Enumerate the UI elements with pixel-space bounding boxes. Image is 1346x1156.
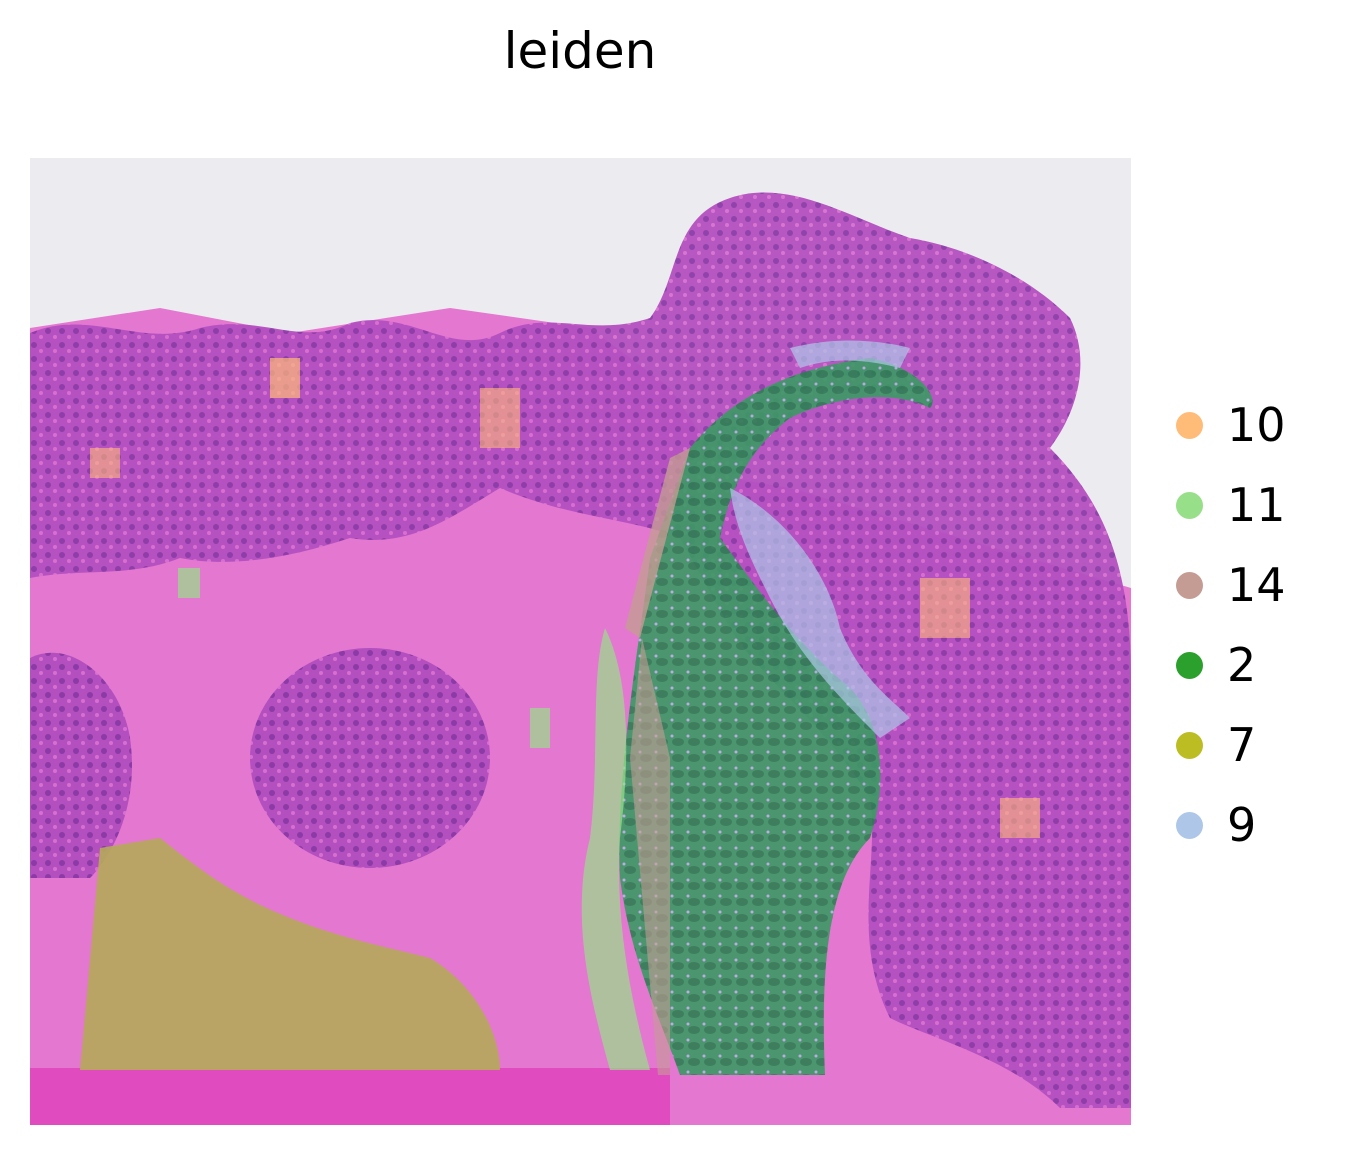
legend-label: 11: [1227, 478, 1286, 532]
legend-label: 9: [1227, 798, 1257, 852]
legend-marker: [1176, 731, 1203, 759]
legend-label: 7: [1227, 718, 1257, 772]
tissue-image: [30, 158, 1131, 1125]
spatial-plot: [30, 158, 1131, 1125]
legend: 10 11 14 2 7 9: [1176, 385, 1286, 865]
legend-marker: [1176, 411, 1203, 439]
legend-marker: [1176, 811, 1203, 839]
legend-item-11: 11: [1176, 465, 1286, 545]
legend-item-7: 7: [1176, 705, 1286, 785]
legend-item-2: 2: [1176, 625, 1286, 705]
chart-title: leiden: [503, 22, 657, 80]
legend-item-9: 9: [1176, 785, 1286, 865]
legend-label: 10: [1227, 398, 1286, 452]
legend-marker: [1176, 491, 1203, 519]
legend-item-14: 14: [1176, 545, 1286, 625]
legend-label: 2: [1227, 638, 1257, 692]
cluster-overlay: [80, 340, 1040, 1075]
legend-marker: [1176, 571, 1203, 599]
legend-marker: [1176, 651, 1203, 679]
legend-item-10: 10: [1176, 385, 1286, 465]
legend-label: 14: [1227, 558, 1286, 612]
